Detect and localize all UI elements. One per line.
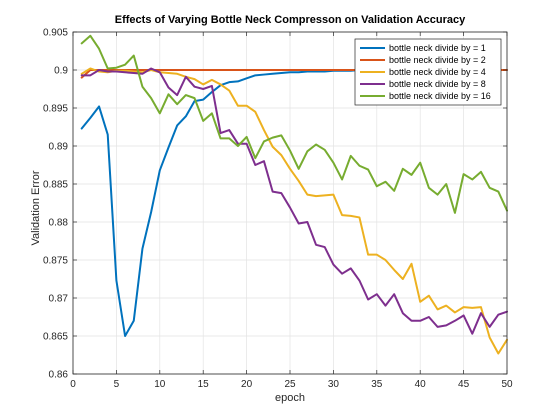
y-tick-label: 0.86 — [49, 370, 69, 381]
x-axis-label: epoch — [275, 392, 305, 404]
y-axis-label: Validation Error — [30, 170, 42, 245]
y-axis: 0.860.8650.870.8750.880.8850.890.8950.90… — [43, 28, 507, 381]
x-tick-label: 50 — [501, 379, 513, 390]
series-line-4 — [80, 67, 508, 335]
legend-label-4: bottle neck divide by = 8 — [389, 79, 486, 89]
series-line-5 — [80, 34, 508, 214]
x-tick-label: 20 — [241, 379, 253, 390]
chart-title: Effects of Varying Bottle Neck Compresso… — [115, 14, 466, 26]
x-tick-label: 15 — [198, 379, 210, 390]
y-tick-label: 0.89 — [49, 142, 69, 153]
y-tick-label: 0.875 — [43, 256, 68, 267]
x-tick-label: 45 — [458, 379, 470, 390]
legend-label-5: bottle neck divide by = 16 — [389, 91, 491, 101]
legend-label-1: bottle neck divide by = 1 — [389, 43, 486, 53]
legend-label-2: bottle neck divide by = 2 — [389, 55, 486, 65]
y-tick-label: 0.895 — [43, 104, 68, 115]
legend: bottle neck divide by = 1 bottle neck div… — [354, 38, 502, 106]
y-tick-label: 0.905 — [43, 28, 68, 39]
x-tick-label: 5 — [114, 379, 120, 390]
x-tick-label: 35 — [371, 379, 383, 390]
x-axis: 0 5 10 15 20 25 30 35 40 45 50 — [70, 32, 513, 390]
legend-label-3: bottle neck divide by = 4 — [389, 67, 486, 77]
x-tick-label: 25 — [284, 379, 296, 390]
x-tick-label: 40 — [415, 379, 427, 390]
x-tick-label: 10 — [154, 379, 166, 390]
x-tick-label: 30 — [328, 379, 340, 390]
series-line-3 — [80, 67, 508, 355]
x-tick-label: 0 — [70, 379, 76, 390]
y-tick-label: 0.87 — [49, 294, 69, 305]
y-tick-label: 0.885 — [43, 180, 68, 191]
y-tick-label: 0.9 — [54, 66, 68, 77]
y-tick-label: 0.88 — [49, 218, 69, 229]
y-tick-label: 0.865 — [43, 332, 68, 343]
